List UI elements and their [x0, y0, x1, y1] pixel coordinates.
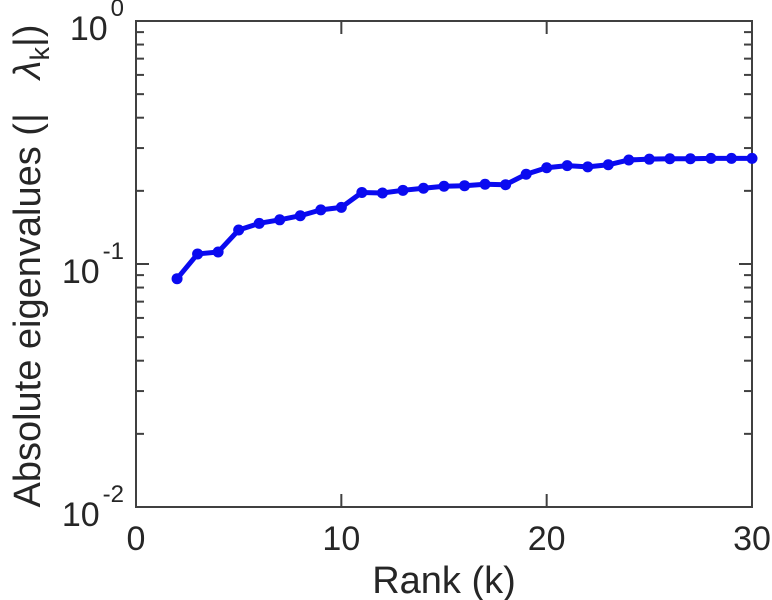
data-point-marker — [602, 159, 614, 171]
data-point-marker — [438, 180, 450, 192]
y-tick-label: 100 — [70, 0, 124, 48]
y-tick-exponent: 0 — [111, 0, 124, 22]
data-point-marker — [274, 214, 286, 226]
x-tick-label: 0 — [127, 520, 146, 558]
data-point-marker — [664, 153, 676, 165]
data-point-marker — [315, 204, 327, 216]
data-point-marker — [725, 152, 737, 164]
lambda-subscript: k — [25, 46, 55, 60]
y-tick-label: 10-2 — [62, 481, 124, 534]
data-point-marker — [171, 273, 183, 285]
data-point-marker — [561, 160, 573, 172]
x-tick-label: 20 — [528, 520, 566, 558]
y-tick-exponent: -1 — [103, 238, 124, 265]
data-point-marker — [192, 248, 204, 260]
y-tick-base: 10 — [62, 253, 100, 291]
data-point-marker — [335, 201, 347, 213]
data-point-marker — [684, 153, 696, 165]
data-point-marker — [397, 184, 409, 196]
data-point-marker — [253, 217, 265, 229]
data-point-marker — [541, 162, 553, 174]
data-point-marker — [294, 210, 306, 222]
y-axis-label-prefix: Absolute eigenvalues (| — [7, 113, 49, 507]
x-tick-label: 30 — [733, 520, 771, 558]
data-point-marker — [459, 180, 471, 192]
data-point-marker — [233, 224, 245, 236]
eigenvalue-line — [174, 155, 755, 282]
data-point-marker — [500, 179, 512, 191]
data-point-marker — [746, 152, 758, 164]
data-point-marker — [582, 161, 594, 173]
data-series — [171, 152, 758, 285]
y-tick-base: 10 — [62, 496, 100, 534]
x-axis-label: Rank (k) — [372, 560, 516, 600]
data-point-marker — [376, 187, 388, 199]
data-point-marker — [356, 186, 368, 198]
data-point-marker — [705, 152, 717, 164]
y-tick-base: 10 — [70, 10, 108, 48]
data-point-marker — [643, 153, 655, 165]
y-axis-label-suffix: |) — [7, 24, 49, 47]
data-point-marker — [417, 182, 429, 194]
y-tick-exponent: -2 — [103, 481, 124, 508]
data-point-marker — [520, 168, 532, 180]
data-point-marker — [623, 154, 635, 166]
axis-ticks — [135, 20, 753, 508]
x-tick-label: 10 — [322, 520, 360, 558]
plot-area-box — [135, 20, 753, 508]
data-point-marker — [479, 178, 491, 190]
data-point-marker — [212, 246, 224, 258]
lambda-symbol: λ — [7, 60, 49, 81]
y-axis-label: Absolute eigenvalues (| λk|) — [7, 24, 55, 507]
y-tick-label: 10-1 — [62, 238, 124, 291]
